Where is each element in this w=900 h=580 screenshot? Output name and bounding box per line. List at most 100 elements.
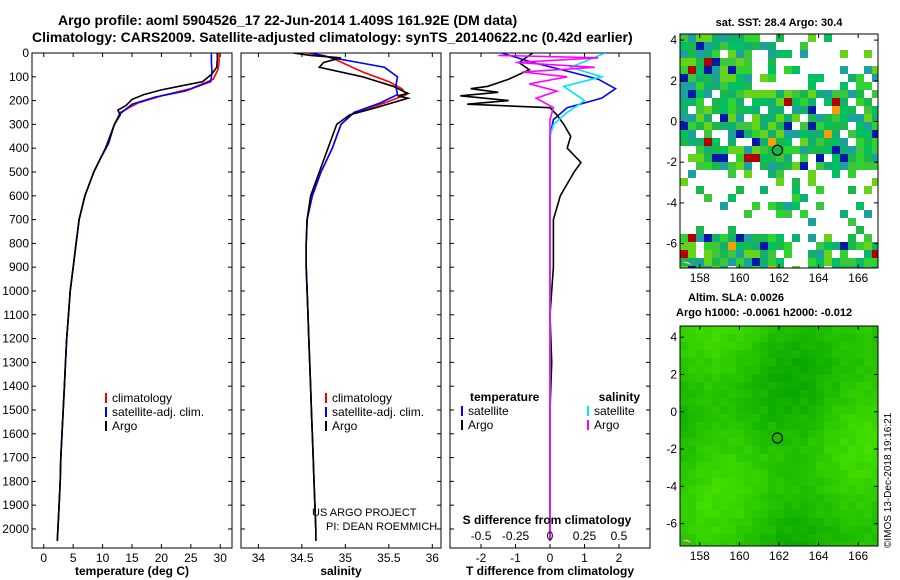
sla-cell xyxy=(816,342,824,350)
y-tick-label: -6 xyxy=(666,237,677,251)
sla-cell xyxy=(784,526,792,534)
sst-cell xyxy=(696,162,704,170)
sla-cell xyxy=(744,430,752,438)
sla-cell xyxy=(776,342,784,350)
sst-cell xyxy=(832,162,840,170)
sst-cell xyxy=(784,242,792,250)
sst-cell xyxy=(720,154,728,162)
sla-cell xyxy=(752,518,760,526)
sla-cell xyxy=(688,470,696,478)
sla-cell xyxy=(760,414,768,422)
sst-cell xyxy=(688,42,696,50)
sst-cell xyxy=(824,138,832,146)
sla-cell xyxy=(808,438,816,446)
sst-cell xyxy=(728,42,736,50)
y-tick-label: 4 xyxy=(670,330,677,344)
sla-cell xyxy=(872,406,878,414)
sla-cell xyxy=(744,366,752,374)
sst-cell xyxy=(688,98,696,106)
y-tick-label: 1500 xyxy=(2,403,29,417)
sla-cell xyxy=(792,454,800,462)
sst-cell xyxy=(776,234,784,242)
sla-cell xyxy=(864,366,872,374)
sla-cell xyxy=(824,326,832,334)
sla-cell xyxy=(688,510,696,518)
sla-cell xyxy=(864,478,872,486)
sst-cell xyxy=(736,242,744,250)
sla-cell xyxy=(784,510,792,518)
sla-cell xyxy=(832,510,840,518)
x-tick-label: 34.5 xyxy=(290,551,314,565)
sst-cell xyxy=(768,250,776,258)
sla-cell xyxy=(712,462,720,470)
sla-cell xyxy=(712,342,720,350)
sst-cell xyxy=(728,82,736,90)
sst-cell xyxy=(864,50,872,58)
sla-cell xyxy=(776,470,784,478)
sst-cell xyxy=(856,122,864,130)
sla-cell xyxy=(720,422,728,430)
sst-cell xyxy=(792,66,800,74)
sst-cell xyxy=(840,90,848,98)
sla-cell xyxy=(760,454,768,462)
sla-cell xyxy=(816,334,824,342)
sla-cell xyxy=(784,542,792,546)
sst-cell xyxy=(720,106,728,114)
sla-cell xyxy=(728,518,736,526)
sla-cell xyxy=(704,526,712,534)
sst-cell xyxy=(800,106,808,114)
sla-cell xyxy=(712,374,720,382)
sla-cell xyxy=(800,350,808,358)
sla-cell xyxy=(840,430,848,438)
sla-cell xyxy=(760,518,768,526)
sla-cell xyxy=(848,510,856,518)
sla-cell xyxy=(832,334,840,342)
sst-cell xyxy=(840,242,848,250)
sla-cell xyxy=(728,406,736,414)
sst-cell xyxy=(864,82,872,90)
sla-cell xyxy=(768,414,776,422)
sla-cell xyxy=(840,382,848,390)
sla-cell xyxy=(744,390,752,398)
x-tick-label: 166 xyxy=(848,271,868,285)
sla-cell xyxy=(704,462,712,470)
sst-cell xyxy=(800,50,808,58)
sla-cell xyxy=(744,350,752,358)
sst-cell xyxy=(760,234,768,242)
legend-label: climatology xyxy=(332,391,392,405)
sla-cell xyxy=(808,366,816,374)
sst-cell xyxy=(792,106,800,114)
sst-cell xyxy=(752,258,760,266)
sst-cell xyxy=(736,90,744,98)
sst-cell xyxy=(784,66,792,74)
sla-cell xyxy=(784,478,792,486)
sla-cell xyxy=(704,342,712,350)
sst-cell xyxy=(800,42,808,50)
sst-cell xyxy=(864,242,872,250)
sst-cell xyxy=(704,250,712,258)
sla-cell xyxy=(720,358,728,366)
sla-cell xyxy=(856,334,864,342)
sla-cell xyxy=(832,518,840,526)
sst-cell xyxy=(744,234,752,242)
sla-cell xyxy=(864,406,872,414)
sla-cell xyxy=(704,430,712,438)
sst-cell xyxy=(784,250,792,258)
sla-cell xyxy=(784,430,792,438)
sst-cell xyxy=(728,50,736,58)
sla-cell xyxy=(744,462,752,470)
sla-cell xyxy=(792,494,800,502)
sst-cell xyxy=(864,258,872,266)
sla-cell xyxy=(720,510,728,518)
sla-cell xyxy=(680,470,688,478)
sla-cell xyxy=(816,374,824,382)
sla-cell xyxy=(776,326,784,334)
sla-cell xyxy=(712,454,720,462)
sla-cell xyxy=(720,350,728,358)
sla-cell xyxy=(752,494,760,502)
sla-cell xyxy=(688,502,696,510)
sst-cell xyxy=(816,266,824,268)
sst-cell xyxy=(832,146,840,154)
sst-cell xyxy=(784,130,792,138)
sla-cell xyxy=(800,390,808,398)
